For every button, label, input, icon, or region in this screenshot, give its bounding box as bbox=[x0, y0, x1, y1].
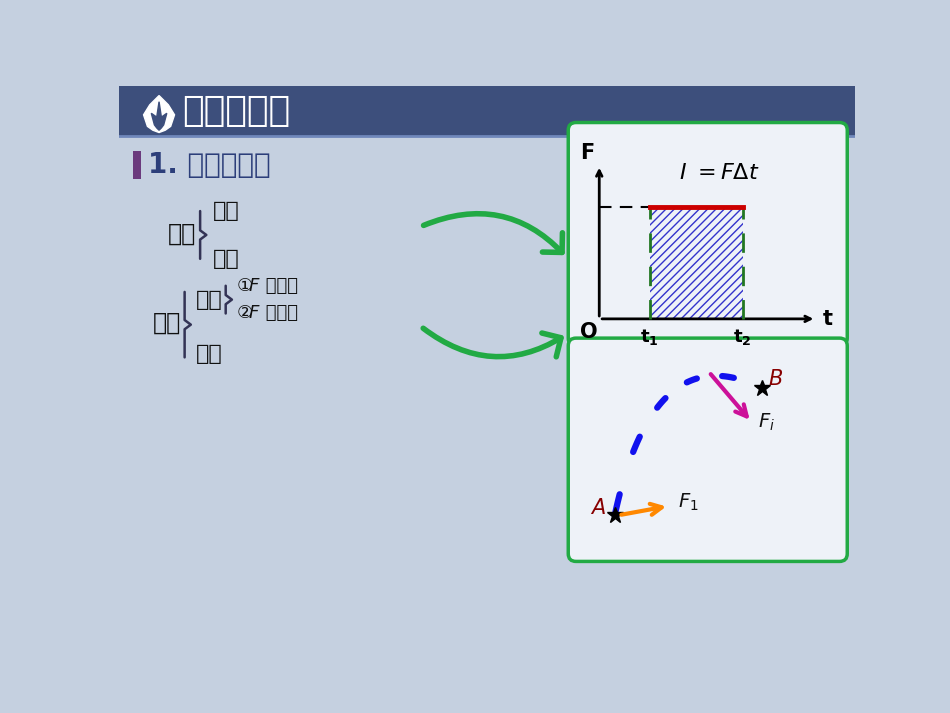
Text: 动量与冲量: 动量与冲量 bbox=[182, 94, 291, 128]
Text: $F$: $F$ bbox=[248, 304, 260, 322]
Text: $\mathbf{t_2}$: $\mathbf{t_2}$ bbox=[733, 327, 751, 347]
Polygon shape bbox=[151, 102, 167, 130]
Text: 动量: 动量 bbox=[168, 222, 197, 246]
Text: 大小: 大小 bbox=[214, 201, 240, 221]
Bar bbox=[119, 86, 855, 135]
Text: $A$: $A$ bbox=[590, 498, 606, 518]
Text: $F_1$: $F_1$ bbox=[678, 491, 699, 513]
Text: $B$: $B$ bbox=[769, 369, 784, 389]
Text: 为恒力: 为恒力 bbox=[259, 277, 297, 294]
Text: ①: ① bbox=[237, 277, 258, 294]
Text: 为变力: 为变力 bbox=[259, 304, 297, 322]
Text: $F$: $F$ bbox=[248, 277, 260, 294]
Text: $I\ =F\Delta t$: $I\ =F\Delta t$ bbox=[679, 163, 760, 183]
FancyBboxPatch shape bbox=[568, 123, 847, 346]
Text: 1. 动量与冲量: 1. 动量与冲量 bbox=[148, 151, 271, 179]
Text: $\mathbf{t}$: $\mathbf{t}$ bbox=[823, 309, 834, 329]
Text: $\mathbf{t_1}$: $\mathbf{t_1}$ bbox=[640, 327, 659, 347]
Bar bbox=[650, 207, 743, 319]
FancyBboxPatch shape bbox=[568, 338, 847, 561]
Text: 方向: 方向 bbox=[214, 249, 240, 269]
FancyArrowPatch shape bbox=[424, 214, 562, 252]
Text: 大小: 大小 bbox=[197, 289, 223, 309]
Text: 方向: 方向 bbox=[197, 344, 223, 364]
Text: ②: ② bbox=[237, 304, 258, 322]
Polygon shape bbox=[143, 96, 175, 133]
FancyArrowPatch shape bbox=[423, 328, 560, 356]
Text: $F_i$: $F_i$ bbox=[758, 411, 774, 433]
Text: $\mathbf{F}$: $\mathbf{F}$ bbox=[580, 143, 594, 163]
Text: 冲量: 冲量 bbox=[153, 311, 180, 334]
Text: $\mathbf{O}$: $\mathbf{O}$ bbox=[580, 322, 598, 342]
Bar bbox=[133, 151, 142, 179]
